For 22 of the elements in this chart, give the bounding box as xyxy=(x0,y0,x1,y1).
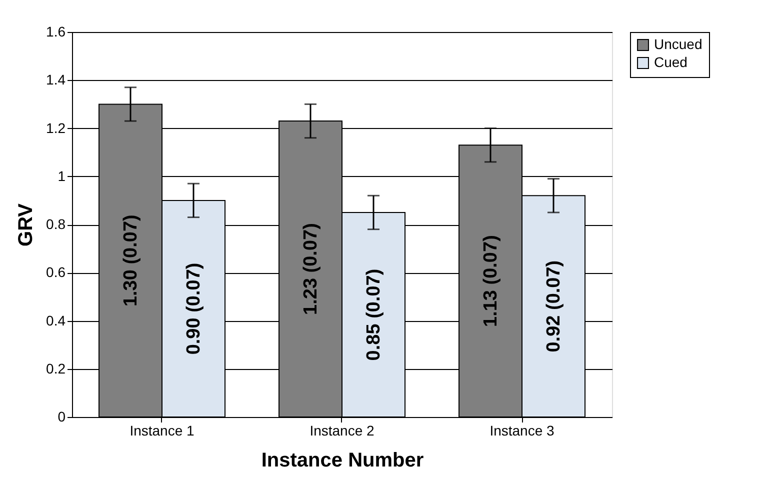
data-label: 0.92 (0.07) xyxy=(544,260,564,352)
x-tick-label: Instance 3 xyxy=(490,422,555,438)
data-label: 0.85 (0.07) xyxy=(364,268,384,361)
data-label: 0.90 (0.07) xyxy=(184,262,204,355)
legend-label: Uncued xyxy=(654,36,702,52)
y-axis-title: GRV xyxy=(15,202,38,246)
data-label: 1.30 (0.07) xyxy=(120,214,142,307)
x-tick-label: Instance 1 xyxy=(130,422,195,438)
y-tick-label: 1.4 xyxy=(46,72,66,88)
legend-label: Cued xyxy=(654,54,688,70)
y-tick-label: 1.2 xyxy=(46,120,66,136)
y-tick-label: 0.2 xyxy=(46,360,66,376)
y-tick-label: 0.6 xyxy=(46,264,66,280)
y-tick-label: 0.8 xyxy=(46,216,66,232)
x-tick-label: Instance 2 xyxy=(310,422,375,438)
y-tick-label: 0.4 xyxy=(46,312,66,328)
y-tick-label: 0 xyxy=(58,408,66,424)
y-tick-label: 1 xyxy=(58,168,66,184)
y-tick-label: 1.6 xyxy=(46,24,66,40)
x-axis-title: Instance Number xyxy=(261,450,424,472)
data-label: 1.23 (0.07) xyxy=(300,223,322,315)
data-label: 1.13 (0.07) xyxy=(480,235,502,327)
